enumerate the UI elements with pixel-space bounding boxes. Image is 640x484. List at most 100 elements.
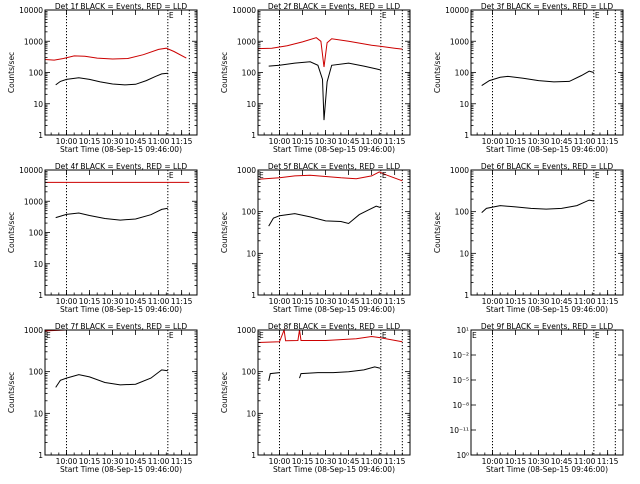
events-series-line bbox=[55, 72, 168, 86]
x-axis-label: Start Time (08-Sep-15 09:46:00) bbox=[486, 465, 608, 474]
y-axis-label: Counts/sec bbox=[433, 52, 442, 93]
x-tick-label: 10:15 bbox=[505, 457, 527, 466]
x-axis-label: Start Time (08-Sep-15 09:46:00) bbox=[273, 465, 395, 474]
lld-series-line bbox=[257, 328, 403, 343]
x-tick-label: 10:00 bbox=[56, 457, 78, 466]
event-marker-label: E bbox=[472, 331, 477, 340]
plot-frame bbox=[44, 169, 198, 296]
x-tick-label: 10:00 bbox=[482, 457, 504, 466]
x-tick-label: 10:45 bbox=[551, 457, 573, 466]
y-tick-label: 10 bbox=[246, 409, 256, 418]
event-marker-label: E bbox=[382, 331, 387, 340]
y-tick-label: 100 bbox=[242, 208, 257, 217]
y-tick-label: 1000 bbox=[24, 326, 43, 335]
plot-frame bbox=[470, 329, 624, 456]
event-marker-label: E bbox=[259, 171, 264, 180]
y-tick-label: 10000 bbox=[19, 6, 43, 15]
event-marker-label: E bbox=[595, 331, 600, 340]
x-tick-label: 11:00 bbox=[361, 297, 383, 306]
event-marker-label: E bbox=[595, 11, 600, 20]
events-series-line bbox=[481, 199, 594, 213]
x-tick-label: 10:45 bbox=[338, 137, 360, 146]
x-tick-label: 10:15 bbox=[505, 137, 527, 146]
x-tick-label: 11:15 bbox=[384, 137, 406, 146]
x-axis-label: Start Time (08-Sep-15 09:46:00) bbox=[60, 465, 182, 474]
y-axis-label: Counts/sec bbox=[220, 372, 229, 413]
x-tick-label: 11:00 bbox=[148, 457, 170, 466]
x-tick-label: 10:15 bbox=[79, 297, 101, 306]
x-tick-label: 11:15 bbox=[171, 457, 193, 466]
y-tick-label: 100 bbox=[455, 208, 470, 217]
y-tick-label: 10 bbox=[246, 100, 256, 109]
x-tick-label: 10:00 bbox=[482, 297, 504, 306]
event-marker-label: E bbox=[382, 11, 387, 20]
x-tick-label: 10:45 bbox=[125, 137, 147, 146]
x-tick-label: 10:30 bbox=[102, 137, 124, 146]
x-tick-label: 10:00 bbox=[482, 137, 504, 146]
y-tick-label: 1 bbox=[464, 291, 469, 300]
y-tick-label: 1000 bbox=[450, 37, 469, 46]
y-tick-label: 1000 bbox=[237, 166, 256, 175]
x-axis-label: Start Time (08-Sep-15 09:46:00) bbox=[486, 305, 608, 314]
panel-title: Det 6f BLACK = Events, RED = LLD bbox=[481, 162, 614, 171]
y-tick-label: 1 bbox=[38, 131, 43, 140]
y-tick-label: 10⁻² bbox=[452, 351, 469, 360]
events-series-line bbox=[268, 205, 381, 227]
y-tick-label: 1 bbox=[251, 291, 256, 300]
x-tick-label: 10:00 bbox=[269, 297, 291, 306]
x-tick-label: 11:00 bbox=[574, 457, 596, 466]
x-tick-label: 10:15 bbox=[292, 457, 314, 466]
panel-title: Det 2f BLACK = Events, RED = LLD bbox=[268, 2, 401, 11]
y-tick-label: 1000 bbox=[24, 37, 43, 46]
y-tick-label: 1000 bbox=[24, 197, 43, 206]
plot-frame bbox=[44, 9, 198, 136]
x-axis-label: Start Time (08-Sep-15 09:46:00) bbox=[60, 305, 182, 314]
event-marker-label: E bbox=[46, 331, 51, 340]
x-tick-label: 11:15 bbox=[171, 297, 193, 306]
y-axis-label: Counts/sec bbox=[220, 52, 229, 93]
x-tick-label: 10:45 bbox=[125, 457, 147, 466]
event-marker-label: E bbox=[259, 331, 264, 340]
y-tick-label: 100 bbox=[242, 368, 257, 377]
plot-frame bbox=[257, 329, 411, 456]
y-tick-label: 100 bbox=[29, 69, 44, 78]
x-tick-label: 10:45 bbox=[551, 297, 573, 306]
x-tick-label: 10:30 bbox=[315, 457, 337, 466]
x-tick-label: 11:00 bbox=[574, 137, 596, 146]
events-series-line bbox=[55, 369, 168, 388]
y-tick-label: 1 bbox=[38, 451, 43, 460]
y-tick-label: 10 bbox=[246, 249, 256, 258]
x-tick-label: 11:15 bbox=[384, 297, 406, 306]
y-axis-label: Counts/sec bbox=[7, 372, 16, 413]
x-tick-label: 10:30 bbox=[102, 297, 124, 306]
plot-frame bbox=[470, 169, 624, 296]
y-tick-label: 10000 bbox=[232, 6, 256, 15]
x-tick-label: 11:00 bbox=[148, 137, 170, 146]
y-tick-label: 10 bbox=[33, 100, 43, 109]
x-tick-label: 10:45 bbox=[338, 457, 360, 466]
y-tick-label: 100 bbox=[242, 69, 257, 78]
y-axis-label: Counts/sec bbox=[433, 212, 442, 253]
x-tick-label: 10:30 bbox=[528, 137, 550, 146]
plot-frame bbox=[44, 329, 198, 456]
x-tick-label: 10:45 bbox=[338, 297, 360, 306]
x-tick-label: 10:15 bbox=[292, 297, 314, 306]
x-tick-label: 10:15 bbox=[505, 297, 527, 306]
events-series-line bbox=[268, 366, 381, 382]
x-axis-label: Start Time (08-Sep-15 09:46:00) bbox=[60, 145, 182, 154]
x-tick-label: 11:00 bbox=[574, 297, 596, 306]
y-tick-label: 100 bbox=[29, 229, 44, 238]
x-tick-label: 10:00 bbox=[269, 137, 291, 146]
x-tick-label: 10:30 bbox=[315, 297, 337, 306]
x-tick-label: 10:15 bbox=[79, 137, 101, 146]
event-marker-label: E bbox=[169, 331, 174, 340]
y-tick-label: 10000 bbox=[445, 6, 469, 15]
x-tick-label: 11:00 bbox=[148, 297, 170, 306]
